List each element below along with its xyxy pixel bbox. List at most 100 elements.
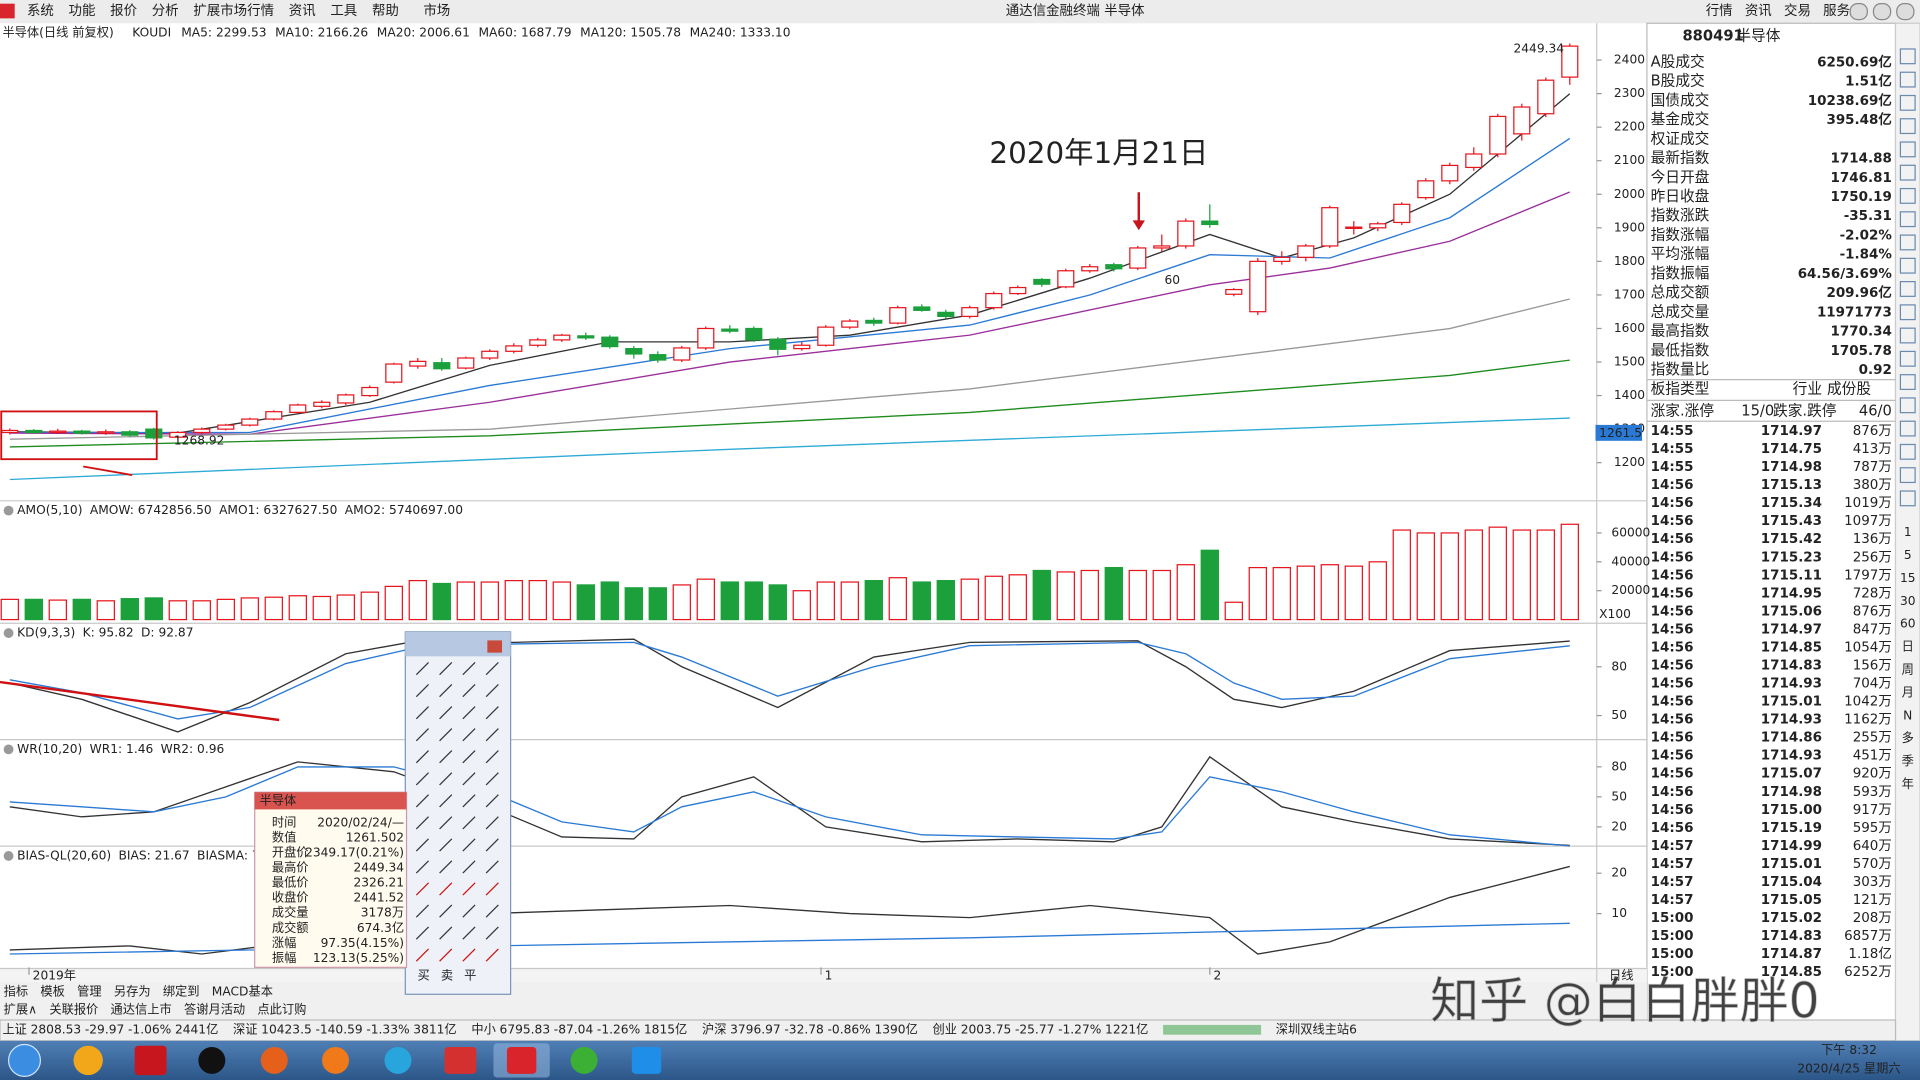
- draw-tool[interactable]: [415, 772, 430, 786]
- draw-tool[interactable]: [415, 794, 430, 808]
- menu-item[interactable]: 功能: [69, 3, 96, 19]
- period-button[interactable]: 年: [1902, 777, 1914, 791]
- link[interactable]: 点此订购: [257, 1002, 306, 1017]
- draw-tool[interactable]: [462, 794, 476, 808]
- draw-tool[interactable]: [415, 662, 430, 676]
- draw-tool[interactable]: [485, 860, 499, 874]
- draw-tool[interactable]: [439, 750, 453, 764]
- link[interactable]: 通达信上市: [111, 1002, 172, 1017]
- index-quote[interactable]: 中小: [471, 1021, 495, 1036]
- menu-item[interactable]: 分析: [152, 3, 179, 19]
- index-quote[interactable]: 10423.5: [261, 1022, 312, 1036]
- draw-tool[interactable]: [439, 662, 453, 676]
- menu-item[interactable]: 资讯: [289, 3, 316, 19]
- draw-tool[interactable]: [439, 794, 453, 808]
- tool-icon[interactable]: [1899, 71, 1916, 88]
- menu-right-item[interactable]: 行情: [1706, 3, 1733, 19]
- draw-tool[interactable]: [462, 926, 476, 940]
- draw-tool[interactable]: [415, 882, 430, 896]
- draw-tool[interactable]: [485, 772, 499, 786]
- tool-icon[interactable]: [1899, 397, 1916, 414]
- index-quote[interactable]: 上证: [2, 1022, 26, 1036]
- draw-tool[interactable]: [462, 772, 476, 786]
- tab[interactable]: 另存为: [114, 984, 151, 998]
- period-button[interactable]: 1: [1904, 525, 1912, 539]
- draw-tool[interactable]: [415, 816, 430, 830]
- link[interactable]: 答谢月活动: [184, 1002, 245, 1017]
- draw-tool[interactable]: [462, 684, 476, 698]
- draw-tool[interactable]: [415, 926, 430, 940]
- draw-tool[interactable]: [439, 860, 453, 874]
- draw-tool[interactable]: [462, 904, 476, 918]
- app-word[interactable]: [631, 1046, 662, 1074]
- menu-right-item[interactable]: 资讯: [1745, 3, 1772, 19]
- draw-tool[interactable]: [462, 838, 476, 852]
- menu-item[interactable]: 扩展市场行情: [193, 2, 274, 19]
- menu-item[interactable]: 工具: [330, 4, 357, 19]
- draw-tool[interactable]: [462, 816, 476, 830]
- index-quote[interactable]: 深证: [233, 1022, 257, 1036]
- toolbox-close[interactable]: [487, 640, 503, 653]
- link[interactable]: 扩展∧: [4, 1003, 37, 1017]
- menu-item[interactable]: 帮助: [372, 3, 399, 19]
- draw-tool[interactable]: [485, 882, 499, 896]
- draw-tool[interactable]: [415, 948, 430, 962]
- draw-tool[interactable]: [439, 926, 453, 940]
- draw-tool[interactable]: [415, 706, 430, 720]
- menu-right-item[interactable]: 服务: [1823, 3, 1850, 19]
- draw-tool[interactable]: [485, 662, 499, 676]
- menu-item[interactable]: 报价: [110, 3, 137, 19]
- tool-icon[interactable]: [1899, 257, 1916, 274]
- index-quote[interactable]: 2003.75: [961, 1022, 1012, 1036]
- draw-tool[interactable]: [485, 838, 499, 852]
- draw-tool[interactable]: [462, 860, 476, 874]
- tool-icon[interactable]: [1899, 141, 1916, 158]
- app-qq[interactable]: [198, 1046, 226, 1074]
- tab[interactable]: 管理: [77, 983, 101, 998]
- draw-tool[interactable]: [485, 750, 499, 764]
- period-button[interactable]: 5: [1904, 548, 1912, 562]
- draw-tool[interactable]: [485, 904, 499, 918]
- menu-item[interactable]: 系统: [27, 3, 54, 19]
- draw-tool[interactable]: [439, 684, 453, 698]
- tab[interactable]: 绑定到: [163, 983, 200, 998]
- menu-right-item[interactable]: 交易: [1784, 2, 1811, 19]
- tool-icon[interactable]: [1899, 281, 1916, 297]
- start-button[interactable]: [7, 1043, 42, 1077]
- period-button[interactable]: 30: [1900, 594, 1916, 608]
- draw-tool[interactable]: [462, 662, 476, 676]
- draw-tool[interactable]: [485, 728, 499, 742]
- app-wechat[interactable]: [570, 1046, 598, 1074]
- draw-tool[interactable]: [439, 706, 453, 720]
- draw-tool[interactable]: [415, 728, 430, 742]
- trade-button[interactable]: 卖: [441, 968, 453, 982]
- draw-tool[interactable]: [439, 904, 453, 918]
- draw-tool[interactable]: [415, 838, 430, 852]
- app-cards[interactable]: [444, 1046, 477, 1074]
- index-quote[interactable]: 3796.97: [730, 1022, 781, 1036]
- draw-tool[interactable]: [439, 948, 453, 962]
- period-button[interactable]: 季: [1902, 754, 1914, 768]
- period-button[interactable]: 月: [1902, 685, 1914, 699]
- tool-icon[interactable]: [1899, 234, 1916, 251]
- index-quote[interactable]: 创业: [933, 1022, 957, 1036]
- draw-tool[interactable]: [439, 772, 453, 786]
- sector-extra[interactable]: 成份股: [1827, 380, 1871, 397]
- app-tdx[interactable]: [134, 1045, 167, 1076]
- period-button[interactable]: 日: [1902, 640, 1914, 654]
- tool-icon[interactable]: [1899, 374, 1916, 390]
- link[interactable]: 关联报价: [49, 1002, 98, 1017]
- draw-tool[interactable]: [462, 948, 476, 962]
- app-browser[interactable]: [260, 1046, 288, 1074]
- draw-tool[interactable]: [415, 750, 430, 764]
- tab[interactable]: 指标: [4, 983, 28, 998]
- tool-icon[interactable]: [1899, 490, 1916, 507]
- tool-icon[interactable]: [1899, 48, 1916, 65]
- app-chrome[interactable]: [73, 1045, 103, 1076]
- draw-tool[interactable]: [462, 750, 476, 764]
- index-quote[interactable]: 2808.53: [31, 1022, 82, 1036]
- tool-icon[interactable]: [1899, 327, 1916, 344]
- period-button[interactable]: 15: [1900, 571, 1916, 585]
- menu-market[interactable]: 市场: [423, 2, 450, 19]
- draw-tool[interactable]: [462, 882, 476, 896]
